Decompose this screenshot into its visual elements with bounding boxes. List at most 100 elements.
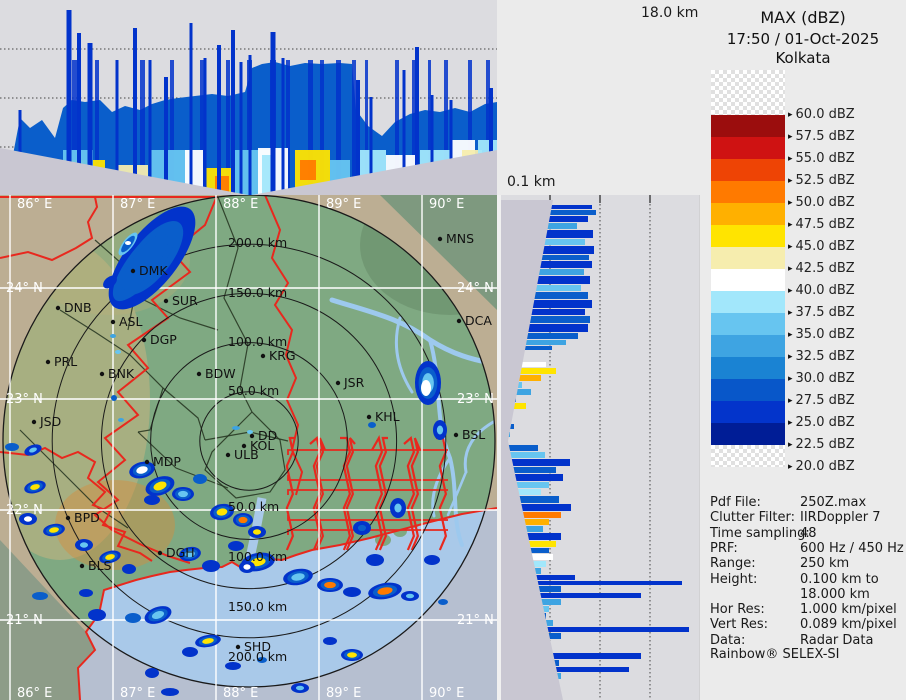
dbz-level-label: ▸ 45.0 dBZ bbox=[788, 239, 855, 254]
metadata-value: 250 km bbox=[800, 556, 850, 572]
dbz-level-label: ▸ 30.0 dBZ bbox=[788, 371, 855, 386]
longitude-label: 89° E bbox=[326, 686, 361, 700]
echo-bar bbox=[506, 346, 552, 350]
state-boundary bbox=[93, 195, 218, 564]
echo-column bbox=[352, 60, 356, 195]
latitude-label: 21° N bbox=[457, 613, 494, 628]
echo-column bbox=[140, 60, 145, 195]
latitude-label: 23° N bbox=[6, 392, 43, 407]
echo-cell bbox=[233, 513, 253, 527]
city-label: DGP bbox=[150, 332, 177, 347]
echo-bar bbox=[506, 445, 538, 451]
echo-spike bbox=[133, 28, 137, 195]
level-arrow-icon: ▸ bbox=[788, 352, 793, 362]
echo-cell bbox=[323, 637, 337, 645]
metadata-value: 0.089 km/pixel bbox=[800, 617, 897, 633]
level-arrow-icon: ▸ bbox=[788, 286, 793, 296]
dbz-level-label: ▸ 52.5 dBZ bbox=[788, 173, 855, 188]
colorbar-overflow-low bbox=[711, 445, 785, 467]
city-label: DNB bbox=[64, 300, 92, 315]
level-arrow-icon: ▸ bbox=[788, 132, 793, 142]
beam-mask-right bbox=[252, 150, 497, 195]
echo-column bbox=[320, 60, 324, 195]
echo-spike bbox=[189, 23, 193, 195]
echo-cell bbox=[210, 503, 234, 521]
echo-cell bbox=[193, 474, 207, 484]
echo-cell bbox=[341, 649, 363, 661]
metadata-row: Time sampling:48 bbox=[710, 526, 906, 541]
metadata-value: 0.100 km to bbox=[800, 571, 879, 587]
echo-column bbox=[286, 60, 290, 195]
city-label: JSR bbox=[343, 375, 365, 390]
level-arrow-icon: ▸ bbox=[788, 220, 793, 230]
metadata-row: Vert Res: 0.089 km/pixel bbox=[710, 617, 906, 632]
level-arrow-icon: ▸ bbox=[788, 242, 793, 252]
city-label: BPD bbox=[74, 510, 100, 525]
right-height-profile-panel bbox=[497, 195, 700, 700]
top-height-profile-panel bbox=[0, 0, 497, 195]
echo-spike bbox=[164, 77, 168, 195]
echo-cell bbox=[111, 395, 117, 401]
river bbox=[394, 316, 414, 394]
echo-cell bbox=[421, 380, 431, 396]
echo-cell bbox=[125, 613, 141, 623]
echo-cell bbox=[145, 668, 159, 678]
range-ring-label: 200.0 km bbox=[228, 649, 287, 664]
range-ring-label: 150.0 km bbox=[228, 599, 287, 614]
city-label: ASL bbox=[119, 314, 142, 329]
city-marker bbox=[79, 563, 85, 569]
echo-bar bbox=[506, 496, 559, 503]
echo-bar bbox=[506, 333, 578, 339]
delta-island bbox=[322, 520, 338, 532]
echo-cell bbox=[195, 634, 221, 648]
echo-column bbox=[486, 60, 490, 195]
echo-bar bbox=[506, 316, 590, 323]
echo-bar bbox=[506, 541, 556, 547]
metadata-value: 18.000 km bbox=[800, 586, 870, 602]
echo-cell bbox=[343, 587, 361, 597]
echo-column bbox=[428, 60, 431, 195]
level-arrow-icon: ▸ bbox=[788, 110, 793, 120]
echo-bar bbox=[506, 467, 556, 473]
echo-spike bbox=[281, 58, 285, 195]
dbz-level-label: ▸ 37.5 dBZ bbox=[788, 305, 855, 320]
echo-bar bbox=[506, 403, 526, 409]
echo-bar bbox=[506, 375, 541, 381]
city-marker bbox=[196, 371, 202, 377]
echo-cell bbox=[247, 430, 253, 434]
echo-cell bbox=[144, 606, 172, 624]
echo-bar bbox=[506, 482, 549, 488]
colorbar-band bbox=[711, 137, 785, 159]
echo-cell bbox=[401, 591, 419, 601]
echo-cell bbox=[239, 561, 255, 573]
echo-bar bbox=[506, 261, 592, 268]
river bbox=[446, 470, 468, 517]
echo-spike bbox=[449, 100, 453, 195]
metadata-label: PRF: bbox=[710, 540, 738, 556]
metadata-row: Range: 250 km bbox=[710, 556, 906, 571]
colorbar-band bbox=[711, 181, 785, 203]
echo-cell bbox=[225, 662, 241, 670]
city-marker bbox=[163, 298, 169, 304]
range-ring bbox=[51, 243, 447, 639]
echo-spike bbox=[203, 58, 207, 195]
metadata-row: Clutter Filter: IIRDoppler 7 bbox=[710, 510, 906, 525]
echo-spike bbox=[115, 60, 119, 195]
latitude-label: 24° N bbox=[6, 281, 43, 296]
metadata-label: Height: bbox=[710, 571, 758, 587]
echo-spike bbox=[402, 70, 406, 195]
city-label: BSL bbox=[462, 427, 485, 442]
dbz-level-label: ▸ 40.0 dBZ bbox=[788, 283, 855, 298]
echo-cell bbox=[88, 609, 106, 621]
echo-cell bbox=[424, 555, 440, 565]
station-name: Kolkata bbox=[775, 49, 831, 67]
echo-spike bbox=[248, 55, 252, 195]
echo-bar bbox=[506, 269, 584, 275]
echo-spike bbox=[239, 62, 243, 195]
city-marker bbox=[157, 550, 163, 556]
product-datetime: 17:50 / 01-Oct-2025 bbox=[726, 30, 880, 48]
height-axis-min-label: 0.1 km bbox=[507, 174, 556, 190]
city-label: ULB bbox=[234, 447, 259, 462]
echo-bar bbox=[506, 489, 541, 495]
city-marker bbox=[225, 452, 231, 458]
